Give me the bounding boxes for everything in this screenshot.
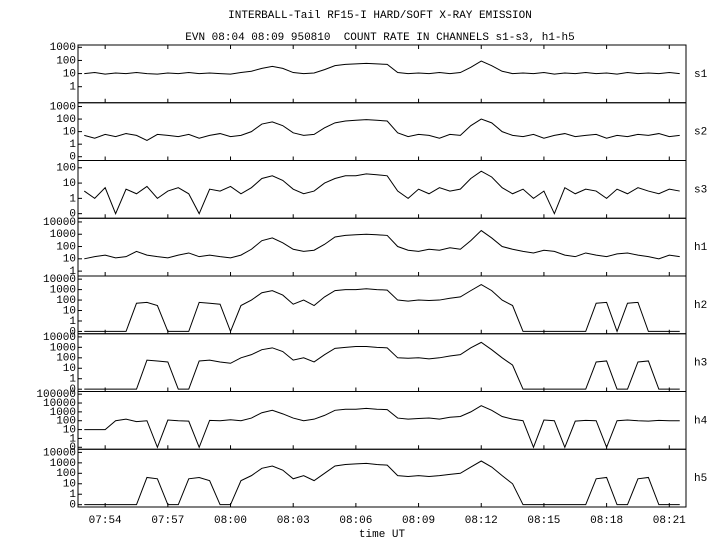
y-tick-label: 1 [69,266,76,278]
y-tick-label: 100 [56,114,76,126]
y-tick-label: 100 [56,353,76,365]
x-tick-label: 08:06 [339,515,372,527]
data-line [84,229,680,260]
y-tick-label: 10000 [43,217,76,229]
chart-title: INTERBALL-Tail RF15-I HARD/SOFT X-RAY EM… [228,10,532,22]
y-tick-label: 10 [63,363,76,375]
y-tick-label: 1000 [50,101,76,113]
y-tick-label: 1000 [50,342,76,354]
y-tick-label: 0 [69,152,76,164]
x-tick-label: 08:00 [214,515,247,527]
y-tick-label: 0 [69,442,76,454]
x-tick-label: 08:12 [465,515,498,527]
x-tick-label: 07:54 [89,515,122,527]
y-tick-label: 1000 [50,285,76,297]
y-tick-label: 10000 [43,274,76,286]
y-tick-label: 100 [56,295,76,307]
data-line [84,60,680,75]
channel-label: h3 [694,358,707,370]
y-tick-label: 100 [56,468,76,480]
y-tick-label: 1 [69,433,76,445]
x-axis-label: time UT [359,529,406,541]
y-tick-label: 1000 [50,407,76,419]
x-tick-label: 08:03 [277,515,310,527]
chart-subtitle: EVN 08:04 08:09 950810 COUNT RATE IN CHA… [185,32,574,44]
data-line [84,460,680,506]
y-tick-label: 10 [63,254,76,266]
y-tick-label: 1000 [50,458,76,470]
y-tick-label: 10 [63,424,76,436]
channel-label: h5 [694,473,707,485]
y-tick-label: 1000 [50,42,76,54]
y-tick-label: 10 [63,127,76,139]
y-tick-label: 10000 [43,332,76,344]
channel-label: h2 [694,300,707,312]
y-tick-label: 1 [69,374,76,386]
y-tick-label: 1 [69,193,76,205]
x-tick-label: 08:18 [590,515,623,527]
y-tick-label: 0 [69,500,76,512]
y-tick-label: 0 [69,384,76,396]
y-tick-label: 10000 [43,398,76,410]
data-line [84,341,680,390]
x-tick-label: 08:09 [402,515,435,527]
y-tick-label: 10000 [43,447,76,459]
y-tick-label: 10 [63,305,76,317]
panel-frame [77,448,687,508]
y-tick-label: 10 [63,479,76,491]
channel-label: h1 [694,242,708,254]
channel-label: s2 [694,127,707,139]
y-tick-label: 1 [69,316,76,328]
data-line [83,170,680,215]
y-tick-label: 1 [69,82,76,94]
y-tick-label: 100 [56,416,76,428]
data-line [84,405,680,449]
y-tick-label: 100000 [36,389,76,401]
channel-label: h4 [694,415,708,427]
y-tick-label: 0 [69,209,76,221]
y-tick-label: 0 [69,326,76,338]
y-tick-label: 1000 [50,229,76,241]
y-tick-label: 10 [63,68,76,80]
y-tick-label: 100 [56,55,76,67]
x-tick-label: 08:21 [653,515,686,527]
x-tick-label: 08:15 [527,515,560,527]
channel-label: s1 [694,69,708,81]
y-tick-label: 1 [69,489,76,501]
x-tick-label: 07:57 [151,515,184,527]
data-line [84,284,680,333]
y-tick-label: 100 [56,163,76,175]
y-tick-label: 100 [56,241,76,253]
y-tick-label: 1 [69,139,76,151]
data-line [84,118,680,141]
channel-label: s3 [694,184,707,196]
y-tick-label: 10 [63,178,76,190]
